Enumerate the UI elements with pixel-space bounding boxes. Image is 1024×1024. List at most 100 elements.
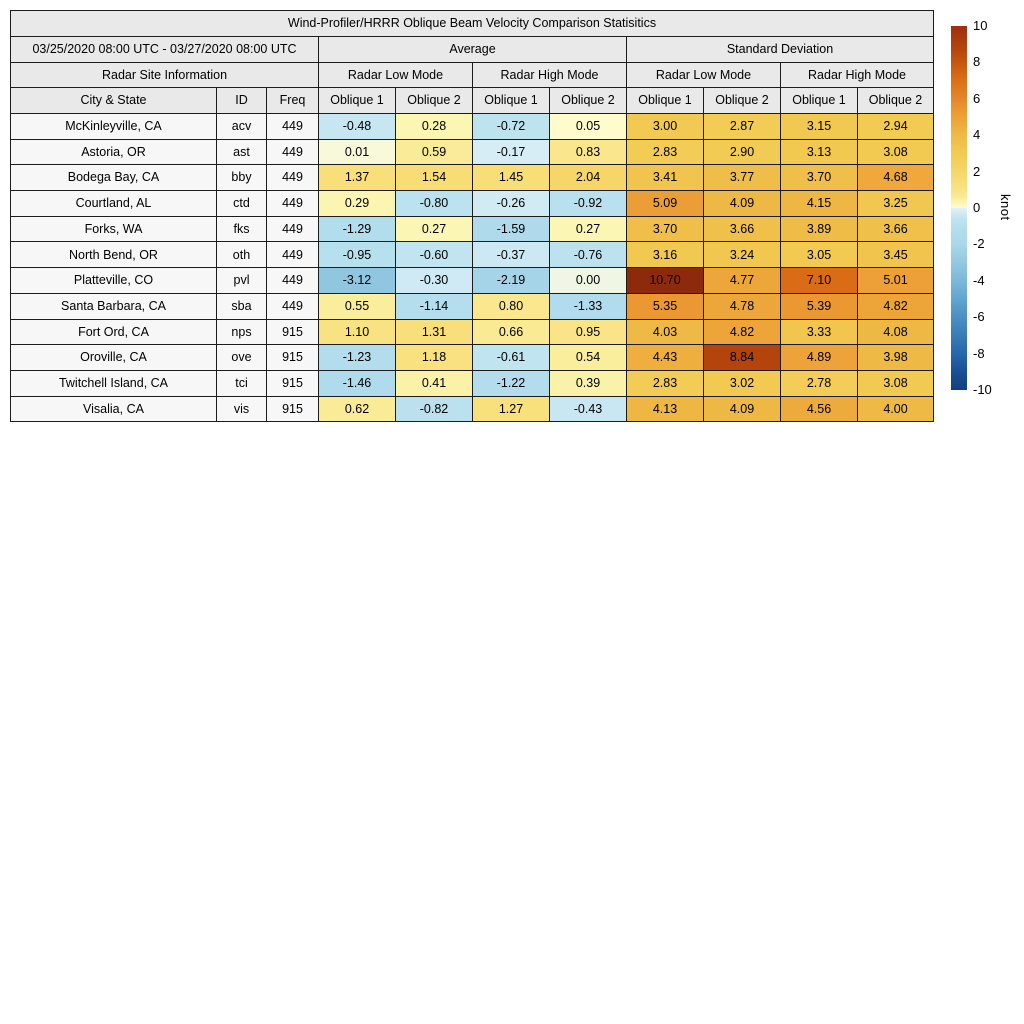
- value-cell: 2.94: [857, 113, 934, 140]
- mode-header-std-high: Radar High Mode: [780, 62, 934, 88]
- value-cell: 3.33: [780, 318, 858, 346]
- value-cell: 3.05: [780, 241, 858, 269]
- value-cell: 4.82: [857, 292, 934, 320]
- mode-header-avg-low: Radar Low Mode: [318, 62, 473, 88]
- value-cell: 0.95: [549, 318, 627, 346]
- city-cell: Santa Barbara, CA: [10, 292, 217, 320]
- freq-cell: 915: [266, 344, 319, 371]
- value-cell: 5.39: [780, 292, 858, 320]
- value-cell: 3.08: [857, 138, 934, 166]
- value-cell: 4.82: [703, 318, 781, 346]
- value-cell: -0.80: [395, 190, 473, 217]
- city-cell: Fort Ord, CA: [10, 318, 217, 346]
- value-cell: 3.98: [857, 344, 934, 371]
- date-range: 03/25/2020 08:00 UTC - 03/27/2020 08:00 …: [10, 36, 319, 63]
- id-cell: tci: [216, 369, 267, 397]
- value-cell: 3.00: [626, 113, 704, 140]
- city-cell: Oroville, CA: [10, 344, 217, 371]
- value-cell: 1.45: [472, 164, 550, 192]
- title-row: Wind-Profiler/HRRR Oblique Beam Velocity…: [10, 10, 934, 37]
- id-cell: nps: [216, 318, 267, 346]
- colorbar: knot 10 8 6 4 2 0 -2 -4 -6 -8 -10: [951, 18, 1024, 406]
- mode-header-std-low: Radar Low Mode: [626, 62, 781, 88]
- colorbar-tick-label: 4: [973, 127, 981, 143]
- id-cell: ctd: [216, 190, 267, 217]
- value-cell: 7.10: [780, 267, 858, 294]
- value-cell: -0.30: [395, 267, 473, 294]
- value-cell: 10.70: [626, 267, 704, 294]
- value-cell: -1.29: [318, 215, 396, 243]
- value-cell: 2.87: [703, 113, 781, 140]
- value-cell: -2.19: [472, 267, 550, 294]
- value-cell: 1.18: [395, 344, 473, 371]
- value-cell: 3.08: [857, 369, 934, 397]
- value-cell: 0.41: [395, 369, 473, 397]
- col-header-oblique: Oblique 2: [857, 87, 934, 114]
- value-cell: 3.15: [780, 113, 858, 140]
- value-cell: -1.59: [472, 215, 550, 243]
- colorbar-tick-label: 6: [973, 90, 981, 106]
- value-cell: -0.72: [472, 113, 550, 140]
- value-cell: 4.09: [703, 395, 781, 423]
- id-cell: ast: [216, 138, 267, 166]
- col-header-id: ID: [216, 87, 267, 114]
- value-cell: 4.15: [780, 190, 858, 217]
- col-header-freq: Freq: [266, 87, 319, 114]
- value-cell: 0.27: [395, 215, 473, 243]
- value-cell: 2.04: [549, 164, 627, 192]
- value-cell: 0.62: [318, 395, 396, 423]
- value-cell: 0.39: [549, 369, 627, 397]
- value-cell: -0.61: [472, 344, 550, 371]
- table-row: Twitchell Island, CA tci 915 -1.46 0.41 -1.22…: [10, 369, 934, 397]
- id-cell: acv: [216, 113, 267, 140]
- id-cell: fks: [216, 215, 267, 243]
- colorbar-tick-label: 0: [973, 200, 981, 215]
- id-cell: ove: [216, 344, 267, 371]
- colorbar-tick-label: 8: [973, 54, 981, 70]
- statistics-table: Wind-Profiler/HRRR Oblique Beam Velocity…: [10, 10, 934, 423]
- table-row: Astoria, OR ast 449 0.01 0.59 -0.17 0.83 2.83 2.…: [10, 138, 934, 166]
- value-cell: 3.13: [780, 138, 858, 166]
- value-cell: -1.23: [318, 344, 396, 371]
- value-cell: 0.54: [549, 344, 627, 371]
- table-row: Fort Ord, CA nps 915 1.10 1.31 0.66 0.95 4.03 4.…: [10, 318, 934, 346]
- city-cell: Twitchell Island, CA: [10, 369, 217, 397]
- value-cell: 4.08: [857, 318, 934, 346]
- value-cell: 3.24: [703, 241, 781, 269]
- value-cell: -0.43: [549, 395, 627, 423]
- value-cell: 0.55: [318, 292, 396, 320]
- column-header-row: City & State ID Freq Oblique 1 Oblique 2…: [10, 87, 934, 114]
- value-cell: -0.95: [318, 241, 396, 269]
- id-cell: oth: [216, 241, 267, 269]
- value-cell: 0.00: [549, 267, 627, 294]
- freq-cell: 449: [266, 292, 319, 320]
- value-cell: 1.31: [395, 318, 473, 346]
- freq-cell: 915: [266, 318, 319, 346]
- table-row: Visalia, CA vis 915 0.62 -0.82 1.27 -0.43 4.13 4…: [10, 395, 934, 423]
- value-cell: 4.00: [857, 395, 934, 423]
- value-cell: -1.22: [472, 369, 550, 397]
- value-cell: 1.37: [318, 164, 396, 192]
- group-header-row: 03/25/2020 08:00 UTC - 03/27/2020 08:00 …: [10, 36, 934, 63]
- freq-cell: 449: [266, 113, 319, 140]
- colorbar-tick-label: -6: [973, 309, 985, 325]
- table-title: Wind-Profiler/HRRR Oblique Beam Velocity…: [10, 10, 934, 37]
- value-cell: 0.29: [318, 190, 396, 217]
- city-cell: McKinleyville, CA: [10, 113, 217, 140]
- value-cell: 5.35: [626, 292, 704, 320]
- freq-cell: 449: [266, 190, 319, 217]
- value-cell: 0.05: [549, 113, 627, 140]
- freq-cell: 449: [266, 241, 319, 269]
- value-cell: -0.37: [472, 241, 550, 269]
- city-cell: Platteville, CO: [10, 267, 217, 294]
- table-row: McKinleyville, CA acv 449 -0.48 0.28 -0.72 0.0…: [10, 113, 934, 140]
- col-header-oblique: Oblique 1: [318, 87, 396, 114]
- table-row: Bodega Bay, CA bby 449 1.37 1.54 1.45 2.04 3.41…: [10, 164, 934, 192]
- value-cell: 0.66: [472, 318, 550, 346]
- value-cell: 0.59: [395, 138, 473, 166]
- colorbar-tick-label: -8: [973, 345, 985, 361]
- value-cell: 4.89: [780, 344, 858, 371]
- mode-header-avg-high: Radar High Mode: [472, 62, 627, 88]
- col-header-city: City & State: [10, 87, 217, 114]
